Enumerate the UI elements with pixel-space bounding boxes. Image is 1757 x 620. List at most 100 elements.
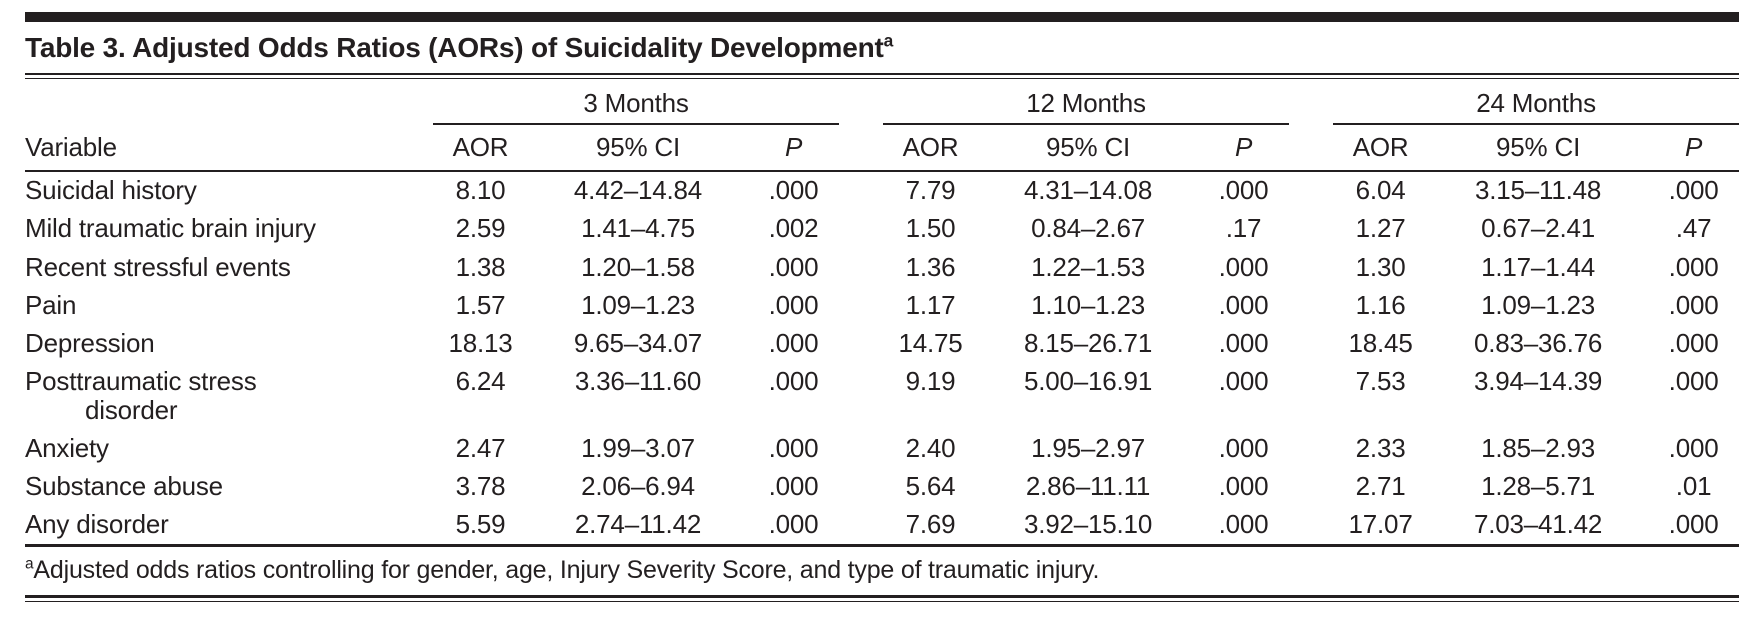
aor-value: 1.30	[1355, 251, 1406, 282]
column-gap	[839, 79, 883, 125]
row-variable: Depression	[25, 327, 155, 358]
ci-value: 1.20–1.58	[581, 251, 695, 282]
group-header-row: 3 Months 12 Months 24 Months	[25, 78, 1740, 126]
p-value: .000	[1668, 433, 1719, 464]
p-value: .000	[1218, 471, 1269, 502]
ci-value: 3.92–15.10	[1023, 509, 1153, 540]
aor-value: 1.17	[905, 289, 956, 320]
p-value: .000	[1218, 509, 1269, 540]
ci-value: 4.31–14.08	[1023, 175, 1153, 206]
column-header-p-24mo: P	[1648, 124, 1740, 173]
column-gap	[1289, 468, 1333, 506]
row-variable-line1: Posttraumatic stress	[25, 365, 257, 396]
table-row-ptsd: Posttraumatic stress disorder 6.24 3.36–1…	[25, 363, 1739, 430]
ci-value: 3.94–14.39	[1473, 365, 1603, 396]
p-value: .01	[1675, 471, 1712, 502]
column-header-p-12mo: P	[1198, 124, 1290, 173]
column-gap	[839, 249, 883, 287]
ci-value: 3.36–11.60	[574, 365, 702, 396]
p-value: .000	[1218, 327, 1269, 358]
aor-value: 2.47	[455, 433, 506, 464]
ci-value: 1.22–1.53	[1031, 251, 1145, 282]
p-value: .000	[768, 327, 819, 358]
table-row-pain: Pain 1.57 1.09–1.23 .000 1.17 1.10–1.23 …	[25, 287, 1739, 325]
column-gap	[839, 210, 883, 248]
table-row-mild-tbi: Mild traumatic brain injury 2.59 1.41–4.…	[25, 210, 1739, 248]
table-title-text: Table 3. Adjusted Odds Ratios (AORs) of …	[25, 32, 884, 63]
ci-value: 1.28–5.71	[1481, 471, 1595, 502]
column-gap	[1289, 249, 1333, 287]
column-header-ci-3mo: 95% CI	[528, 124, 748, 173]
aor-value: 6.04	[1355, 175, 1406, 206]
aor-value: 5.59	[455, 509, 506, 540]
table-row-anxiety: Anxiety 2.47 1.99–3.07 .000 2.40 1.95–2.…	[25, 430, 1739, 468]
column-gap	[839, 325, 883, 363]
column-header-aor-3mo: AOR	[433, 124, 528, 173]
column-gap	[839, 124, 884, 173]
row-variable: Pain	[25, 289, 77, 320]
aor-value: 3.78	[455, 471, 506, 502]
row-variable: Recent stressful events	[25, 251, 291, 282]
table-row-any-disorder: Any disorder 5.59 2.74–11.42 .000 7.69 3…	[25, 506, 1739, 546]
p-value: .000	[1218, 365, 1269, 396]
aor-value: 18.13	[448, 327, 513, 358]
p-value: .000	[768, 175, 819, 206]
row-variable: Any disorder	[25, 509, 169, 540]
column-gap	[839, 287, 883, 325]
p-value: .000	[1668, 509, 1719, 540]
footnote-marker: a	[25, 556, 34, 574]
column-gap	[839, 171, 883, 210]
title-rule	[25, 72, 1739, 79]
aor-value: 14.75	[898, 327, 963, 358]
p-value: .000	[768, 509, 819, 540]
aor-value: 2.59	[455, 213, 506, 244]
p-value: .000	[768, 471, 819, 502]
aor-value: 17.07	[1348, 509, 1413, 540]
ci-value: 2.74–11.42	[574, 509, 702, 540]
ci-value: 0.83–36.76	[1473, 327, 1603, 358]
ci-value: 1.41–4.75	[581, 213, 695, 244]
ci-value: 1.85–2.93	[1481, 433, 1595, 464]
column-header-variable: Variable	[25, 124, 433, 173]
ci-value: 1.10–1.23	[1031, 289, 1145, 320]
row-variable-line2: disorder	[85, 395, 178, 426]
row-variable: Posttraumatic stress disorder	[25, 363, 433, 430]
ci-value: 0.84–2.67	[1031, 213, 1145, 244]
column-gap	[1289, 325, 1333, 363]
column-header-p-3mo: P	[748, 124, 840, 173]
table-title: Table 3. Adjusted Odds Ratios (AORs) of …	[25, 22, 1739, 73]
p-value: .17	[1225, 213, 1262, 244]
ci-value: 2.86–11.11	[1025, 471, 1151, 502]
ci-value: 0.67–2.41	[1481, 213, 1595, 244]
p-value: .000	[1218, 251, 1269, 282]
top-rule	[25, 12, 1739, 22]
column-gap	[839, 363, 883, 430]
table-footnote: aAdjusted odds ratios controlling for ge…	[25, 547, 1739, 595]
aor-value: 2.71	[1355, 471, 1406, 502]
table-row-suicidal-history: Suicidal history 8.10 4.42–14.84 .000 7.…	[25, 171, 1739, 210]
column-gap	[839, 468, 883, 506]
p-value: .000	[768, 251, 819, 282]
p-value: .000	[768, 365, 819, 396]
aor-value: 1.36	[905, 251, 956, 282]
p-value: .000	[1668, 327, 1719, 358]
footnote-text: Adjusted odds ratios controlling for gen…	[33, 556, 1100, 585]
p-value: .47	[1675, 213, 1712, 244]
column-gap	[1289, 171, 1333, 210]
column-gap	[1289, 363, 1333, 430]
row-variable: Mild traumatic brain injury	[25, 213, 316, 244]
aor-value: 9.19	[905, 365, 956, 396]
column-header-ci-24mo: 95% CI	[1428, 124, 1649, 173]
ci-value: 3.15–11.48	[1474, 175, 1602, 206]
p-value: .000	[1668, 251, 1719, 282]
p-value: .000	[1218, 175, 1269, 206]
ci-value: 8.15–26.71	[1023, 327, 1153, 358]
table-row-depression: Depression 18.13 9.65–34.07 .000 14.75 8…	[25, 325, 1739, 363]
ci-value: 9.65–34.07	[573, 327, 703, 358]
aor-value: 7.79	[905, 175, 956, 206]
group-header-spacer	[25, 79, 433, 125]
p-value: .000	[1668, 175, 1719, 206]
aor-value: 6.24	[455, 365, 506, 396]
p-value: .000	[768, 289, 819, 320]
column-gap	[1289, 506, 1333, 546]
